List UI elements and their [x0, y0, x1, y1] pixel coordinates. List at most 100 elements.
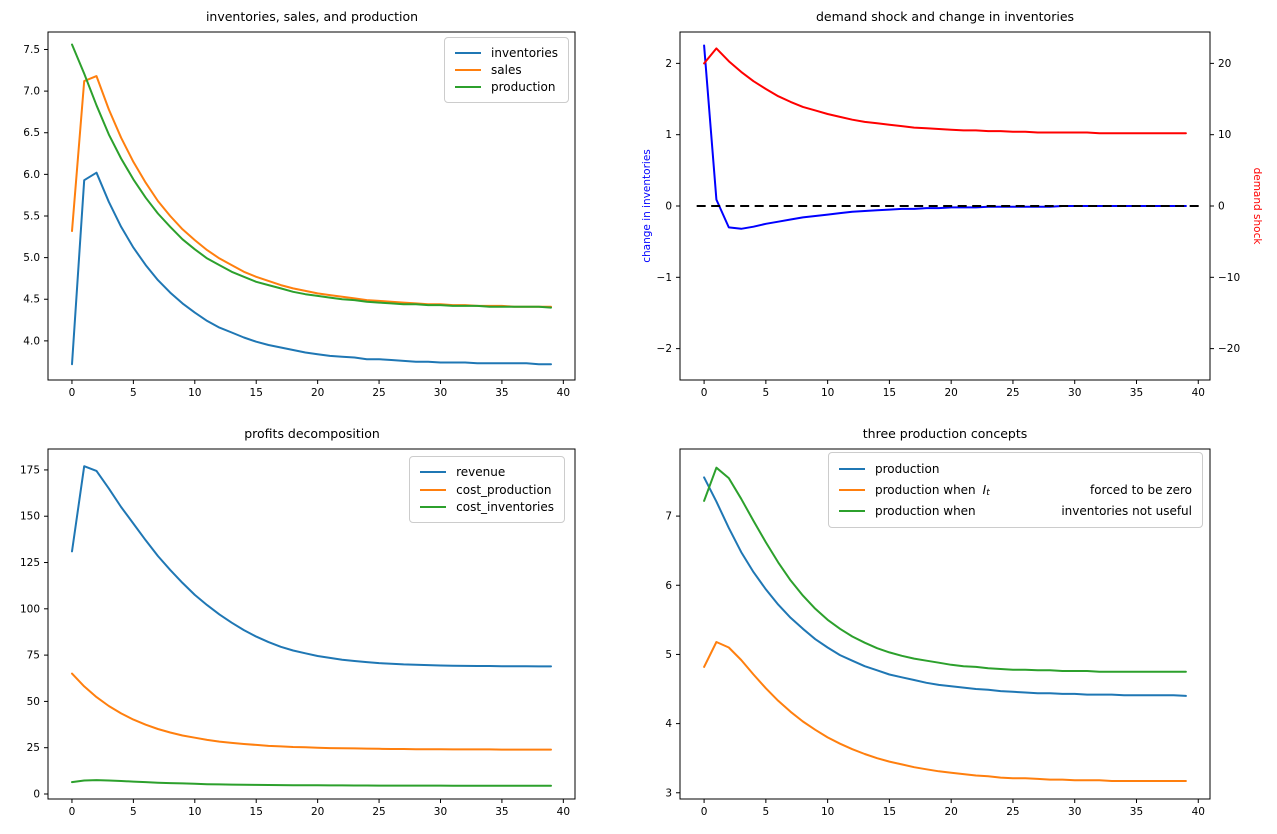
y2-tick-label: −20 [1218, 343, 1240, 355]
x-tick-label: 40 [557, 387, 570, 399]
y-tick-label: 4.5 [23, 294, 40, 306]
x-tick-label: 20 [311, 806, 324, 818]
y2-tick-label: 20 [1218, 58, 1231, 70]
series-line-revenue [71, 465, 552, 668]
y-tick-label: 6 [665, 580, 672, 592]
x-tick-label: 35 [495, 387, 508, 399]
y-axis-label-change-in-inventories: change in inventories [641, 149, 653, 263]
series-line-production [703, 476, 1187, 697]
y-tick-label: 7.5 [23, 44, 40, 56]
legend-label-right: inventories not useful [1061, 503, 1192, 518]
y-tick-label: 1 [665, 129, 672, 141]
y-tick-label: 7 [665, 511, 672, 523]
chart-title-inventories-sales-production: inventories, sales, and production [205, 9, 419, 24]
chart-three-production-concepts: 0 5 10 15 20 25 30 35 40 3 4 5 6 7 [665, 448, 1211, 818]
x-tick-label: 5 [763, 806, 770, 818]
y-tick-label: 150 [20, 511, 40, 523]
x-tick-label: 40 [557, 806, 570, 818]
y-tick-label: 6.5 [23, 127, 40, 139]
legend-line-swatch-sales [455, 68, 482, 71]
chart-title-three-production-concepts: three production concepts [862, 426, 1028, 441]
legend-item-revenue: revenue [420, 463, 554, 481]
legend-item-production-inventories-not-useful: production when inventories not useful [839, 501, 1192, 521]
x-tick-label: 25 [372, 387, 385, 399]
legend-label-sales: sales [491, 62, 522, 77]
y-tick-label: −2 [657, 343, 672, 355]
legend-label-inventories: inventories [491, 45, 558, 60]
y-tick-label: 5.0 [23, 252, 40, 264]
x-tick-label: 15 [250, 387, 263, 399]
y-tick-label: 5.5 [23, 210, 40, 222]
x-tick-label: 0 [701, 806, 708, 818]
y-tick-label: 5 [665, 649, 672, 661]
x-tick-label: 25 [1006, 806, 1019, 818]
y-tick-label: 3 [665, 787, 672, 799]
x-tick-label: 30 [1068, 387, 1081, 399]
y-tick-label: 50 [27, 696, 40, 708]
legend-line-swatch-production-no-inventories [839, 509, 865, 512]
x-tick-label: 20 [944, 387, 957, 399]
x-tick-label: 15 [883, 806, 896, 818]
y-tick-label: 4 [665, 718, 672, 730]
y-tick-label: 0 [33, 789, 40, 801]
legend-line-swatch-inventories [455, 51, 482, 54]
legend-line-swatch-production [455, 86, 482, 89]
x-tick-label: 20 [311, 387, 324, 399]
y2-tick-label: 0 [1218, 201, 1225, 213]
x-tick-label: 30 [434, 387, 447, 399]
y-tick-label: 2 [665, 58, 672, 70]
axes-frame [47, 448, 576, 800]
x-tick-label: 35 [1130, 806, 1143, 818]
x-tick-label: 30 [434, 806, 447, 818]
x-tick-label: 40 [1192, 806, 1205, 818]
chart-title-demand-shock: demand shock and change in inventories [815, 9, 1075, 24]
x-tick-label: 35 [1130, 387, 1143, 399]
legend-item-inventories: inventories [455, 44, 558, 61]
series-line-inventories [71, 171, 552, 366]
math-subscript-t: t [986, 487, 990, 498]
legend-item-production: production [839, 459, 1192, 479]
x-tick-label: 10 [188, 806, 201, 818]
x-tick-label: 5 [130, 387, 137, 399]
x-tick-label: 20 [944, 806, 957, 818]
y-axis-label-demand-shock: demand shock [1251, 167, 1263, 245]
series-line-production-when-inventories-not-useful [703, 466, 1187, 673]
legend-label-production: production [875, 462, 940, 477]
series-line-production-when-i-t-forced-to-be-zero [703, 641, 1187, 782]
legend-line-swatch-revenue [420, 470, 447, 473]
chart-inventories-sales-and-production: 0 5 10 15 20 25 30 35 40 4.0 4.5 5.0 5.5 6.0 6.5 7.0 7.5 [23, 31, 576, 399]
legend-item-cost-production: cost_production [420, 481, 554, 499]
x-tick-label: 40 [1192, 387, 1205, 399]
legend-item-production: production [455, 79, 558, 96]
x-tick-label: 0 [69, 806, 76, 818]
legend-profits-decomposition: revenue cost_production cost_inventories [409, 456, 565, 523]
y-tick-label: 175 [20, 464, 40, 476]
series-line-demand-shock [703, 47, 1187, 135]
legend-label-production: production [491, 80, 556, 95]
legend-label-left: production when [875, 503, 976, 518]
chart-title-profits-decomposition: profits decomposition [244, 426, 380, 441]
legend-item-sales: sales [455, 61, 558, 78]
x-tick-label: 10 [821, 387, 834, 399]
legend-inventories-sales-production: inventories sales production [444, 37, 569, 103]
x-tick-label: 30 [1068, 806, 1081, 818]
y-tick-label: 75 [27, 650, 40, 662]
series-line-change-in-inventories [703, 44, 1187, 230]
y-tick-label: 7.0 [23, 86, 40, 98]
axes-frame [679, 448, 1211, 800]
x-tick-label: 5 [763, 387, 770, 399]
math-symbol-I: I [982, 482, 987, 497]
legend-line-swatch-production [839, 468, 865, 471]
x-tick-label: 0 [69, 387, 76, 399]
chart-profits-decomposition: 0 5 10 15 20 25 30 35 40 0 25 50 75 100 125 150 175 [20, 448, 576, 818]
axes-frame [47, 31, 576, 381]
y-tick-label: −1 [657, 272, 672, 284]
x-tick-label: 25 [1006, 387, 1019, 399]
x-tick-label: 35 [495, 806, 508, 818]
x-tick-label: 10 [821, 806, 834, 818]
legend-label-revenue: revenue [456, 464, 506, 479]
x-tick-label: 10 [188, 387, 201, 399]
